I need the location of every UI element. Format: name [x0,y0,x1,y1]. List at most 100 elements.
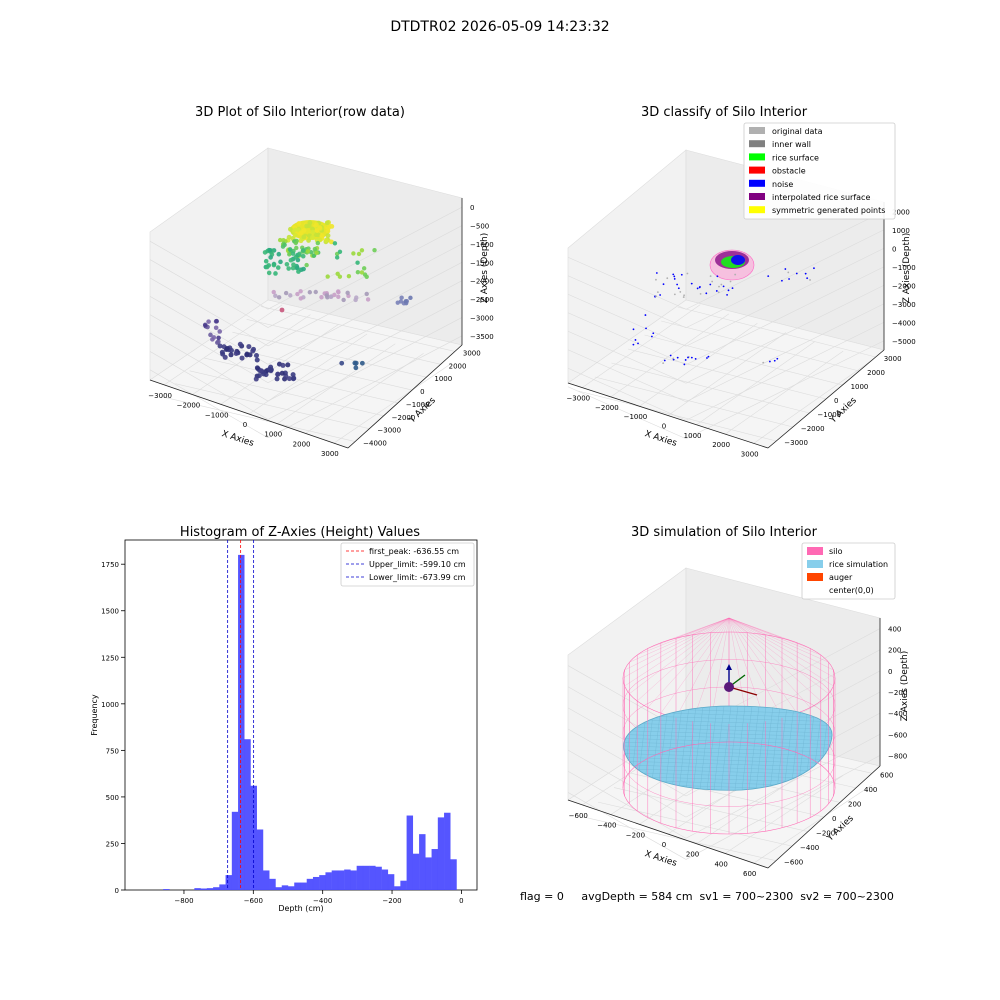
grid-line [696,341,815,426]
histogram-bar [219,884,226,890]
noise-point [715,290,718,292]
histogram-bar [281,885,289,890]
raw-data-point [217,329,223,334]
raw-data-point [216,335,221,341]
raw-data-point [298,289,303,294]
z-tick-label: 2000 [892,208,910,216]
raw-data-point [339,360,345,366]
noise-point [767,275,770,278]
noise-point [677,287,680,290]
raw-data-point [408,295,413,301]
grid-line [149,240,269,310]
raw-data-point [298,230,304,236]
raw-data-point [224,345,230,351]
raw-data-point [247,352,253,358]
silo-roof-line [728,617,834,687]
mesh-line [783,706,795,791]
auger-z-arrowhead [726,664,732,670]
histogram-bar [356,865,364,890]
mesh-line [790,706,802,791]
noise-point [726,293,728,296]
classify-surface-cluster [709,249,755,281]
y-tick-label: 250 [106,840,119,848]
classify-noise-points [632,267,815,366]
raw-data-point [310,229,316,235]
legend-swatch [749,140,765,148]
histogram-bar [450,859,457,890]
z-tick-label: 400 [888,626,901,634]
y-tick-label: 0 [420,388,424,396]
x-tick-label: −600 [244,897,263,905]
silo-roof-line [728,617,821,656]
grid-line [567,256,687,310]
histogram-bar [419,834,426,890]
simulation-plot-title: 3D simulation of Silo Interior [631,525,818,540]
noise-point [684,359,687,361]
x-tick-label: 0 [459,897,463,905]
x-tick-label: 1000 [684,432,702,440]
silo-roof-line [728,617,766,722]
grid-line [611,362,810,414]
histogram-bar [375,866,382,890]
raw-data-point [287,252,292,257]
x-tick-label: 2000 [293,440,311,448]
silo-roof-line [629,617,730,694]
raw-data-point [399,295,404,300]
y-tick-label: 1000 [434,375,452,383]
raw-data-point [283,290,289,296]
y-tick-label: −3000 [377,427,401,435]
grid-line [149,369,269,439]
grid-line [189,370,384,417]
grid-line [661,320,860,372]
grid-line [567,349,687,403]
raw-data-point [202,322,208,328]
raw-data-point [288,257,294,263]
raw-data-point [313,232,319,238]
simulation-3d-plot: −600−400−20002004006006004002000−200−400… [567,542,910,878]
noise-point [711,280,714,283]
silo-roof-line [629,617,730,663]
z-tick-label: −1000 [892,264,916,272]
x-tick-label: 2000 [712,441,730,449]
grid-line [567,367,687,421]
y-tick-label: −600 [784,859,803,867]
raw-data-point [337,249,343,254]
x-tick-label: −400 [313,897,332,905]
histogram-bar [312,876,320,890]
raw-data-point [295,265,300,271]
grid-line [567,749,687,818]
y-tick-label: 1250 [101,654,119,662]
noise-point [699,286,701,288]
mesh-line [713,706,725,791]
raw-data-point [314,250,319,256]
raw-data-point [277,237,283,243]
silo-roof-line [728,617,748,633]
legend-label: rice simulation [829,560,888,569]
histogram-title: Histogram of Z-Axies (Height) Values [180,525,420,540]
raw-data-point [365,297,371,302]
raw-point-cloud [202,220,413,382]
raw-data-point [290,265,296,271]
mesh-line [650,706,662,791]
raw-data-point [292,232,298,238]
histogram-axes-frame [124,539,478,891]
raw-data-point [246,344,252,350]
histogram-bar [275,887,282,890]
grid-line [597,801,793,847]
noise-point [699,292,702,295]
raw-data-point [364,291,369,297]
legend-label: auger [829,573,853,582]
noise-point [655,295,658,298]
x-tick-label: −800 [174,897,193,905]
z-tick-label: 200 [888,647,901,655]
noise-point [707,355,710,358]
noise-point [709,283,712,286]
noise-point [683,294,686,297]
noise-point [632,343,635,346]
x-tick-label: 3000 [741,450,759,458]
raw-data-point [254,365,260,371]
raw-data-point [300,248,306,253]
raw-data-point [335,289,341,294]
silo-roof-line [728,617,798,714]
y-tick-label: 0 [115,887,119,895]
